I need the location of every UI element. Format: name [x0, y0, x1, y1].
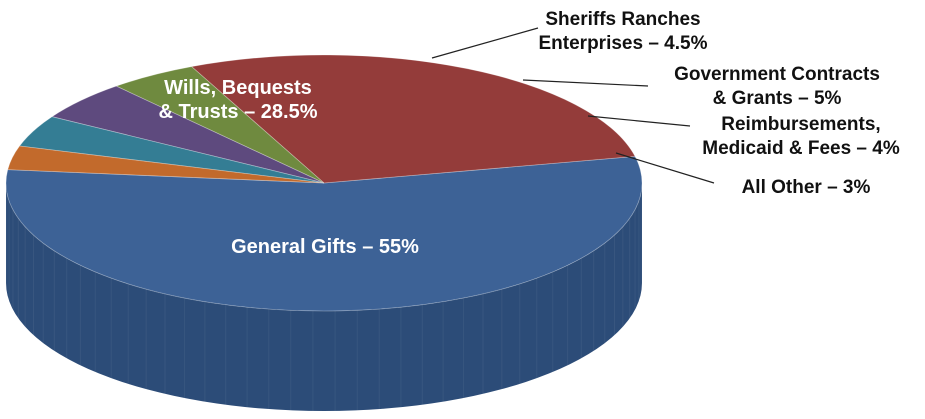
slice-label-line: Medicaid & Fees – 4%	[702, 138, 900, 159]
slice-general-gifts-55	[5, 155, 643, 312]
leader-line-all-other-3	[615, 152, 715, 184]
slice-label-reimbursements: Reimbursements, Medicaid & Fees – 4%	[702, 114, 900, 159]
slice-reimbursements	[18, 116, 325, 184]
leader-line-government-contracts	[522, 79, 649, 87]
slice-label-line: Reimbursements,	[721, 114, 880, 135]
slice-label-line: Enterprises – 4.5%	[539, 33, 708, 54]
pie-top	[5, 54, 643, 312]
leader-line-sheriffs-ranches	[431, 27, 539, 59]
pie-depth	[6, 183, 642, 411]
slice-label-sheriffs-ranches: Sheriffs Ranches Enterprises – 4.5%	[539, 9, 708, 54]
slice-side-general-gifts-55	[6, 183, 642, 411]
slice-labels: General Gifts – 55% Wills, Bequests & Trus…	[159, 9, 900, 258]
leader-lines	[431, 27, 715, 184]
leader-line-reimbursements	[587, 115, 691, 127]
slice-label-government-contracts: Government Contracts & Grants – 5%	[674, 64, 880, 109]
slice-label-line: Sheriffs Ranches	[545, 9, 700, 30]
slice-label-line: All Other – 3%	[742, 177, 871, 198]
slice-sheriffs-ranches	[115, 66, 325, 184]
slice-all-other-3	[7, 145, 325, 184]
slice-label-line: Government Contracts	[674, 64, 880, 85]
slice-label-all-other-3: All Other – 3%	[742, 177, 871, 198]
slice-label-line: General Gifts – 55%	[231, 236, 419, 258]
slice-label-wills-bequests: Wills, Bequests & Trusts – 28.5%	[159, 77, 318, 123]
slice-label-line: & Trusts – 28.5%	[159, 101, 318, 123]
slice-government-contracts	[51, 85, 325, 184]
slice-label-line: Wills, Bequests	[164, 77, 312, 99]
slice-label-general-gifts-55: General Gifts – 55%	[231, 236, 419, 258]
slice-label-line: & Grants – 5%	[713, 88, 842, 109]
slice-wills-bequests	[190, 54, 636, 184]
